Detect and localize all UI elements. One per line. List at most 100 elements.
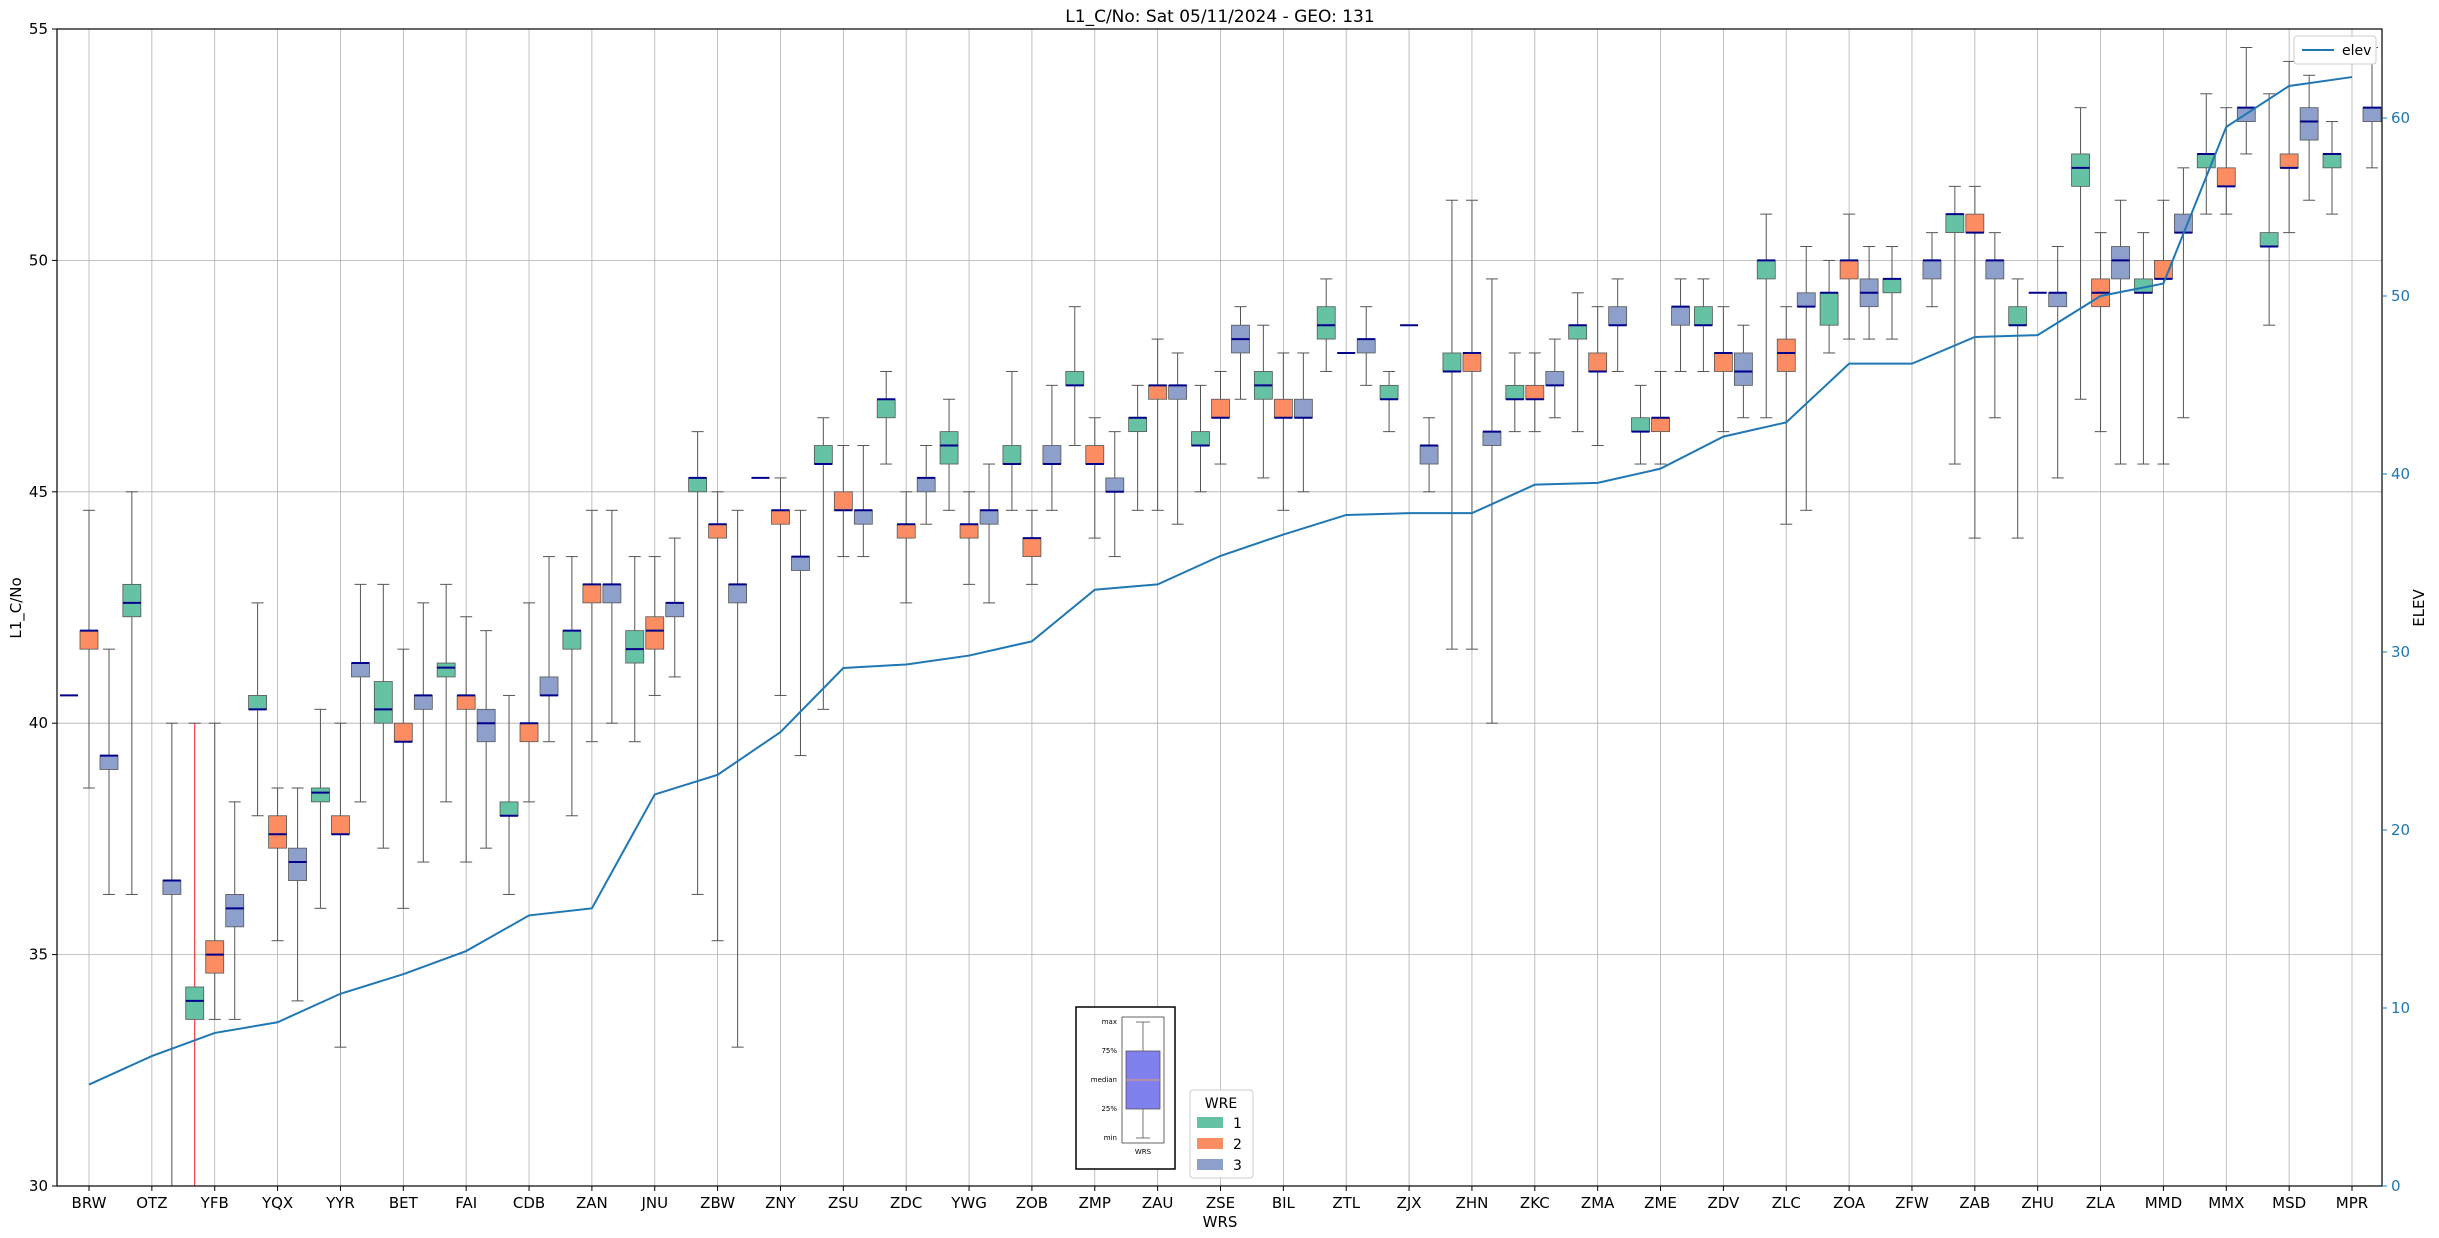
elev-legend-label: elev [2342, 43, 2371, 59]
y-axis-title: L1_C/No [7, 577, 26, 638]
y2-tick-label: 40 [2391, 465, 2410, 483]
box-wre-1 [1882, 278, 1902, 294]
box-wre-3 [351, 662, 370, 678]
box-wre-3 [979, 509, 999, 525]
elev-line-layer [88, 76, 2353, 1086]
box-wre-3 [1545, 371, 1565, 386]
box-wre-3 [162, 880, 182, 895]
box-wre-2 [205, 940, 225, 974]
box-wre-1 [688, 477, 708, 493]
box-wre-1 [2259, 232, 2279, 247]
wre-legend-label-3: 3 [1233, 1158, 1242, 1174]
box-wre-3 [1168, 384, 1188, 400]
box-wre-3 [1796, 292, 1816, 308]
inset-label-max: max [1102, 1018, 1117, 1026]
wre-legend-frame [1189, 1089, 1254, 1179]
box-wre-2 [1211, 398, 1230, 419]
box-wre-2 [645, 616, 665, 650]
wre-legend-label-2: 2 [1233, 1137, 1242, 1153]
box-wre-1 [373, 681, 393, 724]
box-wre-2 [708, 523, 728, 539]
y2-tick-label: 0 [2391, 1177, 2401, 1195]
box-wre-3 [1419, 445, 1439, 465]
box-wre-3 [1922, 259, 1942, 280]
box-wre-2 [393, 722, 413, 743]
chart-title: L1_C/No: Sat 05/11/2024 - GEO: 131 [1065, 7, 1374, 27]
box-wre-2 [1651, 417, 1670, 433]
wre-legend-title: WRE [1205, 1096, 1237, 1112]
box-wre-3 [2362, 107, 2382, 122]
y2-tick-label: 30 [2391, 643, 2410, 661]
boxes [60, 106, 2382, 1020]
box-wre-1 [1693, 306, 1713, 326]
box-wre-2 [268, 815, 287, 849]
box-wre-1 [248, 695, 267, 710]
y-tick-label: 50 [29, 251, 48, 269]
box-wre-2 [2279, 153, 2299, 169]
inset-label-q1: 25% [1101, 1105, 1117, 1113]
x-tick-label: ZAU [1142, 1194, 1174, 1212]
inset-label-q3: 75% [1101, 1047, 1117, 1055]
x-tick-label: OTZ [136, 1194, 167, 1212]
box-wre-2 [1588, 352, 1608, 372]
box-wre-1 [625, 630, 645, 664]
box-wre-1 [2322, 153, 2342, 169]
box-wre-3 [1356, 338, 1376, 354]
x-tick-label: ZOA [1833, 1194, 1866, 1212]
box-wre-2 [1713, 352, 1733, 372]
x-tick-label: ZME [1644, 1194, 1677, 1212]
x-tick-label: ZJX [1397, 1194, 1422, 1212]
box-wre-1 [1945, 213, 1965, 234]
x-tick-label: ZOB [1016, 1194, 1048, 1212]
box-wre-1 [2008, 306, 2028, 326]
x-tick-label: MMX [2208, 1194, 2244, 1212]
x-tick-label: ZLA [2086, 1194, 2116, 1212]
box-wre-1 [1379, 384, 1399, 400]
box-wre-3 [1733, 352, 1753, 386]
wre-legend-swatch-3 [1197, 1159, 1223, 1170]
box-wre-2 [896, 523, 916, 539]
box-wre-1 [1128, 417, 1148, 433]
box-wre-1 [939, 431, 959, 465]
x-tick-label: BRW [72, 1194, 107, 1212]
box-wre-3 [916, 477, 936, 493]
x-tick-label: MPR [2336, 1194, 2368, 1212]
box-wre-2 [1525, 384, 1545, 400]
plot-frame [56, 28, 2383, 1187]
inset-label-min: min [1104, 1134, 1117, 1142]
inset-xlabel: WRS [1135, 1148, 1152, 1156]
elev-line [88, 76, 2353, 1086]
box-wre-2 [79, 630, 99, 650]
box-wre-1 [185, 986, 205, 1020]
boxplot-key-inset: max 75% median 25% min WRS [1075, 1006, 1176, 1170]
x-tick-label: ZKC [1520, 1194, 1550, 1212]
box-wre-3 [539, 676, 559, 696]
x-tick-label: ZLC [1772, 1194, 1801, 1212]
box-wre-1 [1505, 384, 1525, 400]
y-tick-label: 30 [29, 1177, 48, 1195]
elev-legend: elev [2293, 35, 2377, 65]
inset-plot-frame [1121, 1016, 1165, 1144]
x-tick-label: ZMP [1079, 1194, 1111, 1212]
wre-legend-swatch-1 [1197, 1117, 1223, 1128]
y2-tick-label: 10 [2391, 999, 2410, 1017]
x-tick-label: ZAN [576, 1194, 608, 1212]
y2-tick-label: 50 [2391, 287, 2410, 305]
box-wre-1 [1442, 352, 1462, 372]
x-tick-label: YQX [261, 1194, 293, 1212]
box-wre-1 [499, 801, 519, 817]
box-wre-2 [771, 509, 790, 525]
box-wre-1 [1191, 431, 1210, 446]
box-wre-2 [1776, 338, 1796, 372]
box-wre-1 [1819, 292, 1839, 326]
box-wre-3 [1671, 306, 1690, 326]
box-wre-2 [1462, 352, 1482, 372]
box-wre-1 [562, 630, 582, 650]
box-wre-2 [1965, 213, 1985, 234]
box-wre-2 [1022, 537, 1042, 557]
box-wre-3 [1985, 259, 2005, 280]
wre-legend-swatch-2 [1197, 1138, 1223, 1149]
box-wre-3 [602, 583, 622, 604]
y2-axis-title: ELEV [2410, 588, 2428, 626]
box-wre-3 [853, 509, 873, 525]
